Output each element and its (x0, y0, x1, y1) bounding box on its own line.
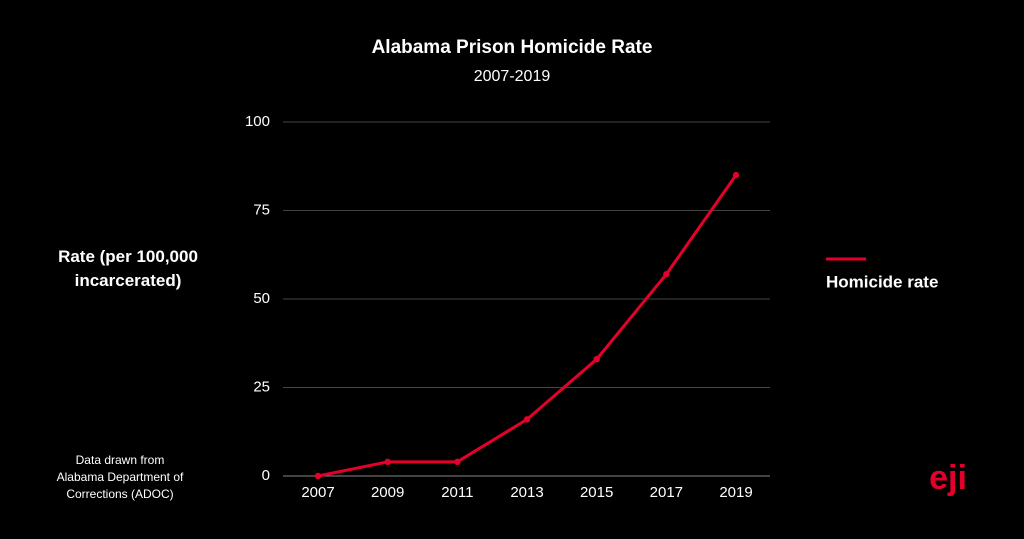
data-point (593, 355, 600, 363)
x-tick-label: 2013 (510, 484, 543, 501)
x-tick-label: 2019 (719, 484, 752, 501)
y-tick-label: 100 (245, 113, 270, 130)
chart-subtitle: 2007-2019 (474, 68, 551, 85)
y-tick-label: 75 (253, 201, 270, 218)
y-axis-label: Rate (per 100,000 incarcerated) (58, 247, 198, 290)
source-note: Data drawn from Alabama Department of Co… (56, 453, 184, 501)
data-point (663, 271, 670, 278)
x-tick-label: 2017 (650, 484, 683, 501)
x-tick-label: 2009 (371, 484, 404, 501)
data-point (732, 171, 740, 179)
y-tick-label: 0 (262, 467, 270, 484)
data-point (523, 416, 531, 423)
legend-label: Homicide rate (826, 272, 938, 291)
data-line (317, 174, 738, 478)
data-point (314, 472, 322, 480)
data-point (384, 458, 391, 466)
data-point (454, 458, 461, 466)
x-tick-label: 2011 (441, 484, 473, 501)
y-tick-label: 50 (253, 290, 270, 307)
chart-title: Alabama Prison Homicide Rate (372, 37, 653, 58)
x-tick-label: 2015 (580, 484, 613, 501)
y-tick-label: 25 (253, 378, 270, 395)
logo: eji (929, 459, 967, 497)
x-tick-label: 2007 (301, 484, 334, 501)
